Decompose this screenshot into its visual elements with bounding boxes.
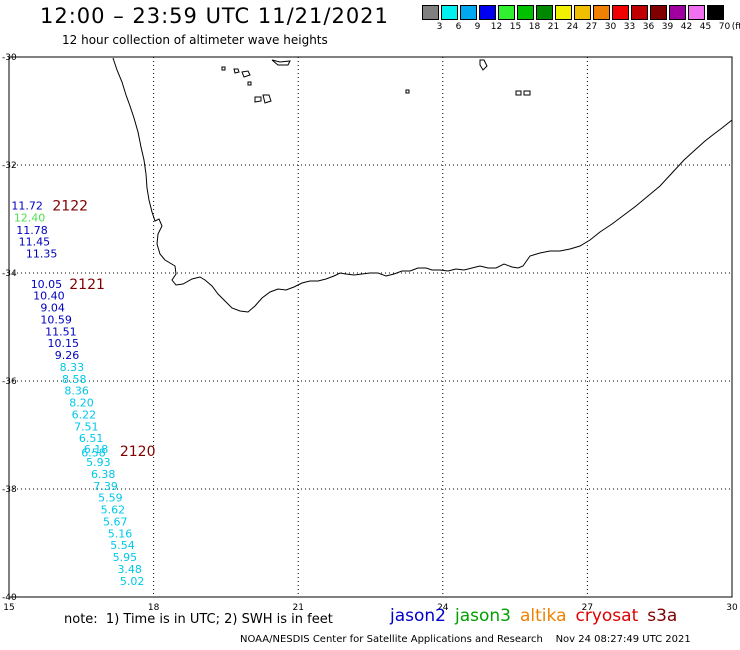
swh-observation: 5.16 bbox=[108, 527, 133, 540]
colorbar-label: 24 bbox=[566, 22, 579, 32]
swh-observation: 11.35 bbox=[26, 248, 58, 261]
swh-observation: 5.62 bbox=[101, 504, 126, 517]
legend-item-cryosat: cryosat bbox=[575, 606, 639, 626]
swh-observation: 11.45 bbox=[19, 236, 51, 249]
swh-observation: 6.18 bbox=[84, 443, 109, 456]
colorbar-label: 70 bbox=[718, 22, 731, 32]
lat-tick-label: -36 bbox=[2, 377, 17, 387]
lat-tick-label: -38 bbox=[2, 485, 17, 495]
lon-tick-label: 27 bbox=[582, 603, 593, 613]
legend-item-jason2: jason2 bbox=[390, 606, 446, 626]
lon-tick-label: 24 bbox=[437, 603, 449, 613]
lat-tick-label: -40 bbox=[2, 593, 17, 603]
colorbar-swatch bbox=[422, 5, 439, 20]
lon-tick-label: 15 bbox=[3, 603, 14, 613]
colorbar-swatch bbox=[498, 5, 515, 20]
colorbar-label: 3 bbox=[436, 22, 443, 32]
swh-observation: 8.36 bbox=[64, 385, 89, 398]
map-title: 12:00 – 23:59 UTC 11/21/2021 bbox=[40, 4, 389, 28]
colorbar-swatch bbox=[460, 5, 477, 20]
map-frame bbox=[8, 56, 733, 598]
colorbar-label: 42 bbox=[680, 22, 693, 32]
lon-tick-label: 18 bbox=[148, 603, 160, 613]
legend-item-altika: altika bbox=[520, 606, 567, 626]
colorbar-label: 39 bbox=[661, 22, 674, 32]
swh-observation: 12.40 bbox=[14, 211, 46, 224]
swh-observation: 10.05 bbox=[31, 278, 63, 291]
colorbar-swatch bbox=[707, 5, 724, 20]
colorbar-label: 33 bbox=[623, 22, 636, 32]
colorbar-label: 21 bbox=[547, 22, 560, 32]
swh-observation: 10.40 bbox=[33, 290, 65, 303]
lon-tick-label: 21 bbox=[292, 603, 303, 613]
colorbar-swatch bbox=[574, 5, 591, 20]
swh-observation: 10.15 bbox=[48, 337, 79, 350]
swh-observation: 11.51 bbox=[45, 325, 77, 338]
lat-tick-label: -34 bbox=[2, 269, 17, 279]
pass-label: 2121 bbox=[69, 277, 105, 293]
lat-tick-label: -32 bbox=[2, 161, 17, 171]
swh-observation: 7.51 bbox=[74, 420, 99, 433]
colorbar-swatch bbox=[517, 5, 534, 20]
colorbar-unit: (ft) bbox=[731, 22, 740, 32]
colorbar-swatch bbox=[536, 5, 553, 20]
swh-observation: 11.72 bbox=[11, 200, 43, 213]
swh-observation: 10.59 bbox=[40, 313, 72, 326]
swh-observation: 5.54 bbox=[110, 539, 135, 552]
satellite-legend: jason2 jason3 altika cryosat s3a bbox=[390, 606, 686, 626]
colorbar-swatch bbox=[631, 5, 648, 20]
legend-item-jason3: jason3 bbox=[455, 606, 511, 626]
swh-observation: 6.38 bbox=[91, 468, 116, 481]
coastline bbox=[112, 57, 733, 313]
swh-observation: 8.20 bbox=[69, 397, 94, 410]
map-border bbox=[8, 56, 733, 598]
pass-label: 2120 bbox=[120, 444, 156, 460]
credit-footer: NOAA/NESDIS Center for Satellite Applica… bbox=[240, 634, 691, 645]
swh-observation: 6.58 bbox=[81, 446, 106, 459]
swh-observation: 6.51 bbox=[79, 432, 104, 445]
pass-labels: 2122 2121 2120 bbox=[52, 199, 155, 461]
colorbar-label: 9 bbox=[474, 22, 481, 32]
swh-observation: 9.04 bbox=[40, 302, 65, 315]
swh-observation: 5.93 bbox=[86, 456, 111, 469]
altimeter-observations: 11.7212.4011.7811.4511.3510.0510.409.041… bbox=[11, 200, 144, 588]
swh-observation: 7.39 bbox=[93, 480, 118, 493]
colorbar-swatch bbox=[555, 5, 572, 20]
colorbar-swatch bbox=[650, 5, 667, 20]
swh-observation: 8.58 bbox=[62, 373, 87, 386]
swh-observation: 5.67 bbox=[103, 515, 128, 528]
swh-observation: 11.78 bbox=[16, 224, 48, 237]
footnote-note: note: 1) Time is in UTC; 2) SWH is in fe… bbox=[64, 612, 333, 627]
swh-observation: 8.33 bbox=[60, 361, 85, 374]
swh-observation: 9.26 bbox=[55, 349, 80, 362]
colorbar-swatch bbox=[479, 5, 496, 20]
swh-observation: 5.59 bbox=[98, 492, 123, 505]
swh-observation: 3.48 bbox=[117, 563, 142, 576]
colorbar-swatch bbox=[593, 5, 610, 20]
map-subtitle: 12 hour collection of altimeter wave hei… bbox=[62, 33, 328, 47]
colorbar-label: 36 bbox=[642, 22, 655, 32]
colorbar-label: 30 bbox=[604, 22, 617, 32]
swh-observation: 5.95 bbox=[113, 551, 138, 564]
axis-tick-labels: 15 18 21 24 27 30 -30 -32 -34 -36 -38 -40 bbox=[2, 53, 738, 613]
colorbar-swatch bbox=[688, 5, 705, 20]
pass-label: 2122 bbox=[52, 199, 88, 215]
legend-item-s3a: s3a bbox=[647, 606, 678, 626]
lon-tick-label: 30 bbox=[726, 603, 738, 613]
swh-observation: 6.22 bbox=[72, 408, 97, 421]
swh-observation: 5.02 bbox=[120, 575, 145, 588]
colorbar-label: 45 bbox=[699, 22, 712, 32]
colorbar-label: 18 bbox=[528, 22, 541, 32]
colorbar-swatch bbox=[612, 5, 629, 20]
colorbar-label: 12 bbox=[490, 22, 503, 32]
colorbar-swatch bbox=[669, 5, 686, 20]
colorbar-label: 15 bbox=[509, 22, 522, 32]
colorbar-label: 6 bbox=[455, 22, 462, 32]
lat-lon-grid bbox=[9, 57, 732, 597]
colorbar-label: 27 bbox=[585, 22, 598, 32]
lat-tick-label: -30 bbox=[2, 53, 17, 63]
colorbar-swatch bbox=[441, 5, 458, 20]
